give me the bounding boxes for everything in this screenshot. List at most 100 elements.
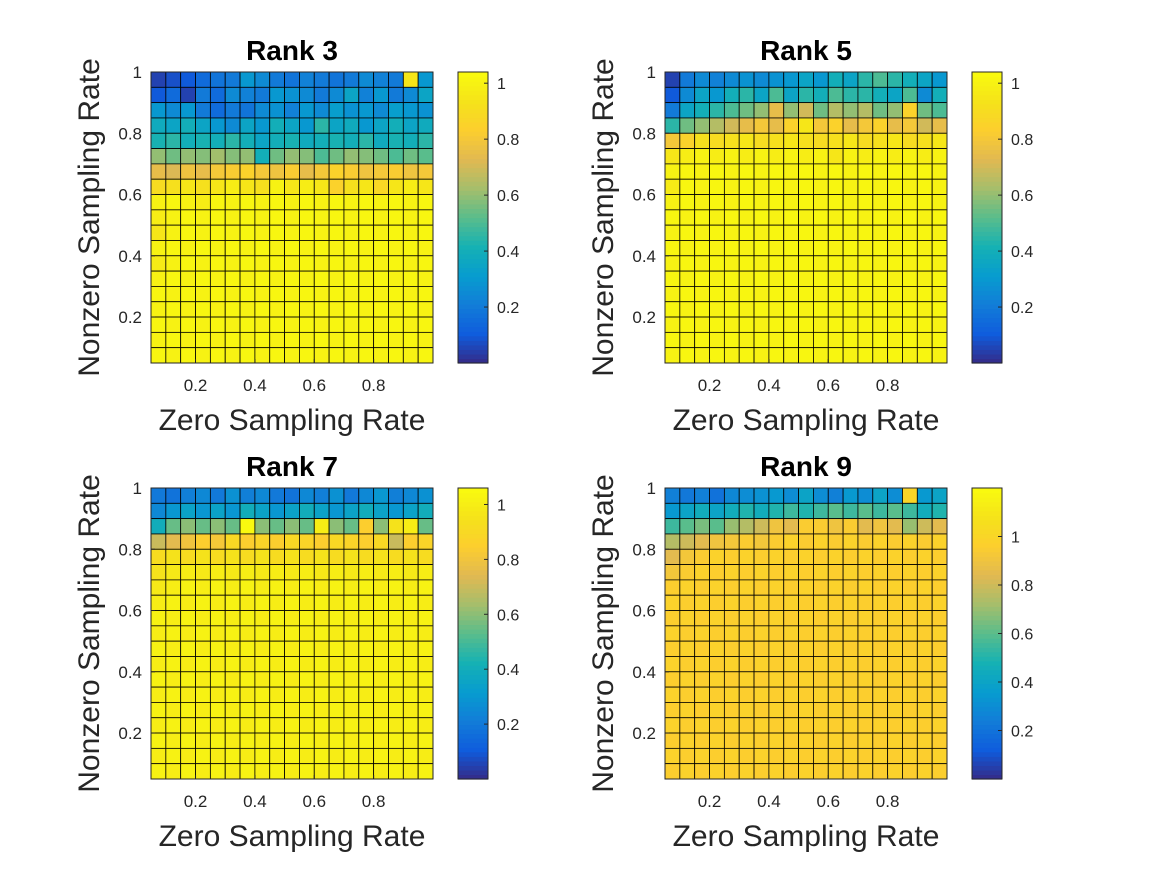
panel-2-heatmap-cell (738, 71, 755, 88)
panel-1-heatmap-cell (328, 301, 345, 318)
panel-2-heatmap-cell (723, 347, 740, 364)
panel-3-heatmap-cell (195, 594, 211, 611)
panel-4-heatmap-cell (872, 533, 889, 550)
panel-4-heatmap-cell (664, 564, 681, 581)
panel-2-heatmap-cell (872, 71, 889, 88)
panel-3-colorbar-segment (458, 669, 488, 676)
panel-4-heatmap-cell (798, 656, 814, 673)
panel-1-colorbar-segment (458, 272, 488, 278)
panel-1-heatmap-cell (224, 71, 241, 88)
panel-2-heatmap-cell (723, 86, 740, 104)
panel-2-heatmap-cell (694, 178, 710, 195)
panel-3-heatmap-cell (254, 518, 271, 535)
panel-4-heatmap-cell (783, 671, 799, 688)
panel-1-heatmap-cell (402, 301, 419, 318)
panel-3-heatmap-cell (388, 594, 404, 611)
panel-4-colorbar-segment (972, 669, 1002, 676)
panel-2-heatmap-cell (902, 240, 918, 257)
panel-4-heatmap-cell (753, 610, 770, 627)
panel-1-colorbar-segment (458, 208, 488, 214)
panel-1-heatmap-cell (299, 132, 315, 149)
panel-1-heatmap-cell (358, 163, 375, 180)
panel-3-heatmap-cell (402, 671, 419, 688)
panel-4-heatmap-cell (872, 671, 889, 688)
panel-1-heatmap-cell (284, 240, 300, 257)
panel-3-heatmap-cell (209, 732, 226, 749)
panel-3-heatmap-cell (358, 564, 375, 581)
panel-1-heatmap-cell (165, 132, 182, 149)
panel-2-heatmap-cell (694, 117, 710, 134)
panel-2-heatmap-cell (931, 86, 948, 104)
panel-3-heatmap-cell (150, 686, 167, 703)
panel-2-heatmap-cell (783, 178, 799, 195)
panel-2-heatmap-cell (902, 194, 918, 211)
panel-1-heatmap-cell (180, 71, 196, 88)
panel-2-heatmap-cell (931, 163, 948, 180)
panel-1-heatmap-cell (284, 71, 300, 88)
panel-3-colorbar-frame (457, 487, 489, 780)
panel-2-heatmap-cell (887, 331, 903, 349)
panel-3-heatmap-cell (165, 717, 182, 734)
panel-3-heatmap-cell (328, 686, 345, 703)
panel-4-heatmap-cell (709, 548, 725, 565)
panel-1-heatmap-cell (358, 102, 375, 119)
panel-1-heatmap-cell (299, 331, 315, 349)
panel-2-heatmap-cell (902, 178, 918, 195)
panel-1-heatmap-cell (388, 331, 404, 349)
panel-3-heatmap-cell (328, 671, 345, 688)
panel-1-colorbar-segment (458, 135, 488, 141)
panel-4-heatmap-cell (664, 502, 681, 520)
panel-4-heatmap-cell (679, 579, 696, 596)
panel-1-heatmap-cell (388, 316, 404, 333)
panel-4-colorbar-segment (972, 660, 1002, 666)
panel-2-heatmap-cell (679, 240, 696, 257)
panel-1-heatmap-cell (180, 224, 196, 241)
panel-3-heatmap-cell (269, 640, 285, 657)
panel-4-heatmap-cell (709, 533, 725, 550)
panel-3-colorbar-segment (458, 488, 488, 494)
panel-2-colorbar-tick-label: 0.2 (1011, 300, 1033, 317)
panel-4-colorbar-segment (972, 556, 1002, 562)
panel-4-colorbar-segment (972, 597, 1002, 603)
panel-2-heatmap-cell (916, 209, 933, 226)
panel-3-colorbar-segment (458, 742, 488, 748)
panel-4-heatmap-cell (723, 656, 740, 673)
panel-2-heatmap-cell (931, 255, 948, 272)
panel-1-colorbar-segment (458, 199, 488, 205)
panel-3-heatmap-cell (388, 702, 404, 719)
panel-3-heatmap-cell (284, 518, 300, 535)
panel-2-heatmap-cell (931, 148, 948, 165)
panel-1-heatmap-cell (239, 86, 256, 104)
panel-1-heatmap-cell (209, 132, 226, 149)
panel-1-colorbar-tick-label: 0.6 (497, 188, 519, 205)
panel-4-heatmap-cell (813, 564, 829, 581)
panel-1-colorbar-segment (458, 290, 488, 296)
panel-4-heatmap-cell (798, 671, 814, 688)
panel-4-heatmap-cell (827, 656, 844, 673)
panel-2-colorbar-segment (972, 235, 1002, 241)
panel-2-heatmap-cell (902, 286, 918, 303)
panel-4-heatmap-cell (798, 702, 814, 719)
panel-1-heatmap-cell (224, 255, 241, 272)
panel-4-colorbar-segment (972, 606, 1002, 612)
panel-3-axes-frame (150, 487, 434, 780)
panel-2-heatmap-cell (679, 178, 696, 195)
panel-1-colorbar-segment (458, 258, 488, 264)
panel-1-heatmap-cell (417, 102, 434, 119)
panel-3-heatmap-cell (313, 625, 330, 642)
panel-1-colorbar-segment (458, 76, 488, 82)
panel-2-heatmap-cell (753, 132, 770, 149)
panel-3-heatmap-cell (343, 747, 360, 765)
panel-1-heatmap-cell (343, 347, 360, 364)
panel-4-heatmap-cell (842, 640, 859, 657)
panel-3-heatmap-cell (284, 671, 300, 688)
panel-2-heatmap-cell (798, 255, 814, 272)
panel-2-colorbar-segment (972, 222, 1002, 228)
panel-2-colorbar-segment (972, 76, 1002, 82)
panel-4-heatmap-cell (813, 763, 829, 780)
panel-2-heatmap-cell (857, 132, 874, 149)
panel-3-heatmap-cell (180, 747, 196, 765)
panel-2-heatmap-cell (827, 178, 844, 195)
panel-2-colorbar-segment (972, 112, 1002, 119)
panel-1-colorbar-segment (458, 126, 488, 132)
